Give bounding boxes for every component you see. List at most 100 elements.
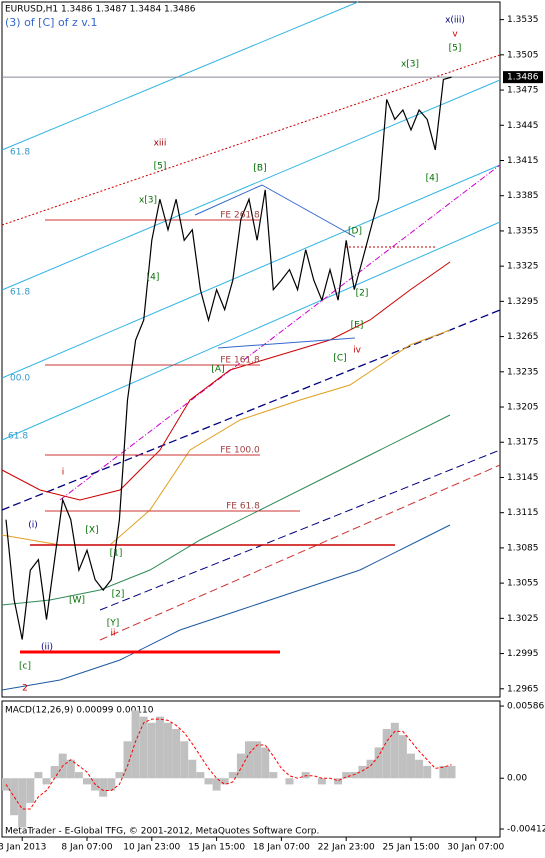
wave-label: x[3] [401, 60, 419, 70]
y-tick-label: 1.3325 [507, 262, 539, 272]
x-tick-label: 8 Jan 07:00 [61, 843, 113, 853]
wave-label: [2] [356, 289, 369, 299]
macd-bar [390, 722, 399, 779]
y-tick-label: 0.00586 [507, 702, 544, 712]
macd-bar [139, 716, 148, 779]
wave-label: 61.8 [10, 288, 30, 298]
macd-bar [83, 778, 91, 785]
y-tick-label: 1.3385 [507, 191, 539, 201]
macd-bar [415, 759, 424, 779]
last-price-label: 1.3486 [507, 73, 539, 83]
overlays [1, 1, 501, 691]
macd-bar [131, 710, 140, 779]
macd-bar [423, 765, 432, 779]
y-tick-label: 1.3025 [507, 614, 539, 624]
macd-bar [317, 778, 326, 785]
wave-label: [4] [426, 174, 439, 184]
macd-bar [188, 759, 197, 779]
wave-label: FE 161.8 [220, 356, 260, 366]
y-tick-label: 1.3505 [507, 50, 539, 60]
macd-bar [34, 772, 43, 779]
macd-bar [196, 772, 205, 779]
y-tick-label: 1.2965 [507, 684, 539, 694]
wave-label: [D] [348, 227, 362, 237]
macd-bar [334, 778, 343, 785]
wave-label: [W] [69, 596, 85, 606]
wave-label: x(iii) [445, 16, 465, 26]
wave-label: (ii) [41, 643, 53, 653]
wave-label: [B] [253, 164, 266, 174]
macd-bar [407, 753, 415, 779]
footer: MetaTrader - E-Global TFG, © 2001-2012, … [5, 827, 319, 837]
wave-label: (i) [28, 521, 38, 531]
macd-bar [164, 722, 172, 779]
macd-bar [269, 772, 278, 779]
wave-label: [5] [449, 44, 462, 54]
wave-label: [2] [112, 590, 125, 600]
macd-bar [253, 741, 262, 779]
wave-label: [A] [211, 365, 224, 375]
macd-bar [398, 735, 407, 779]
x-tick-label: 25 Jan 15:00 [383, 843, 440, 853]
price-line [5, 76, 452, 640]
wave-label: xiii [154, 139, 167, 149]
y-tick-label: 1.3445 [507, 121, 539, 131]
wave-label: 61.8 [8, 432, 28, 442]
wave-label: FE 61.8 [226, 502, 260, 512]
price-pane [1, 1, 501, 698]
y-tick-label: 1.3265 [507, 332, 539, 342]
wave-label: FE 100.0 [220, 446, 260, 456]
signal-line [5, 718, 452, 810]
macd-bar [26, 778, 35, 803]
macd-bar [447, 766, 456, 779]
macd-bar [366, 759, 375, 779]
macd-bar [74, 772, 83, 779]
macd-bar [285, 778, 294, 785]
wave-label: [c] [19, 662, 31, 672]
macd-bar [99, 778, 108, 797]
wave-label: x[3] [139, 196, 157, 206]
wave-label: FE 261.8 [220, 211, 260, 221]
x-tick-label: 30 Jan 07:00 [447, 843, 504, 853]
macd-bar [212, 778, 221, 791]
macd-bar [204, 778, 213, 785]
wave-label: i [62, 468, 65, 478]
wave-label: [C] [333, 354, 346, 364]
macd-bar [66, 759, 75, 779]
wave-label: 00.0 [10, 374, 30, 384]
y-tick-label: 1.3085 [507, 543, 539, 553]
macd-bar [301, 772, 310, 779]
wave-label: ii [110, 629, 115, 639]
macd-bar [350, 772, 359, 779]
last-price-box [503, 71, 543, 84]
y-tick-label: 1.3355 [507, 226, 539, 236]
macd-bar [18, 778, 27, 828]
y-tick-label: 1.3115 [507, 508, 539, 518]
macd-bar [342, 772, 351, 779]
y-tick-label: 1.3475 [507, 86, 539, 96]
macd-bar [261, 747, 270, 779]
chart-title: EURUSD,H1 1.3486 1.3487 1.3484 1.3486 [5, 5, 196, 15]
macd-bar [115, 772, 124, 779]
macd-bar [358, 765, 367, 779]
macd-bar [180, 741, 189, 779]
macd-bar [245, 741, 253, 779]
macd-bar [107, 778, 116, 791]
x-tick-label: 22 Jan 23:00 [318, 843, 375, 853]
wave-label: v [452, 30, 458, 40]
macd-title: MACD(12,26,9) 0.00099 0.00110 [5, 706, 154, 716]
x-tick-label: 18 Jan 07:00 [253, 843, 310, 853]
wave-label: [1] [110, 549, 123, 559]
y-tick-label: 1.2995 [507, 649, 539, 659]
y-tick-label: 1.3535 [507, 15, 539, 25]
y-tick-label: -0.00412 [507, 824, 545, 834]
y-tick-label: 1.3145 [507, 473, 539, 483]
x-tick-label: 3 Jan 2013 [0, 843, 46, 853]
y-tick-label: 1.3055 [507, 579, 539, 589]
macd-bar [50, 765, 59, 779]
wave-label: 2 [22, 684, 28, 694]
chart-subtitle: (3) of [C] of z v.1 [5, 16, 97, 29]
macd-bar [147, 722, 156, 779]
macd-bar [10, 778, 19, 816]
